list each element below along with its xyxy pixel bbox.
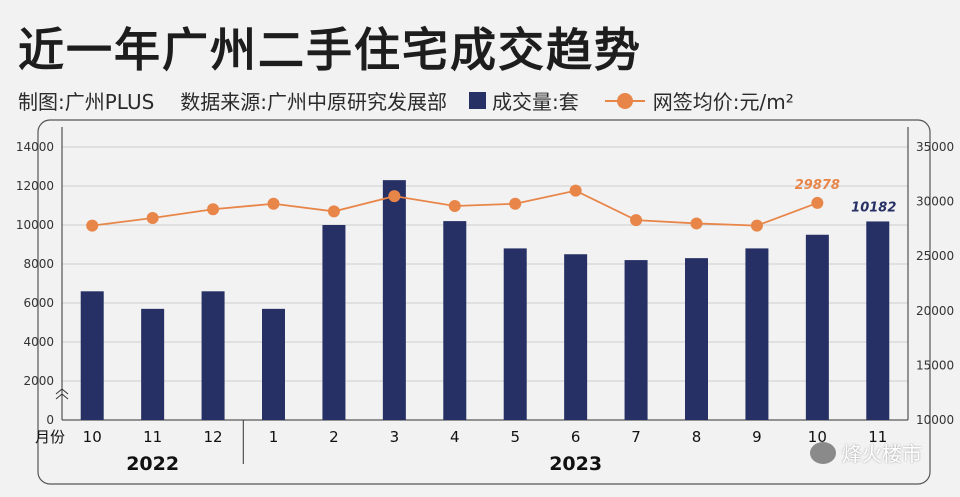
price-point [569,184,582,197]
bar [262,308,285,420]
legend-bar-swatch [469,92,487,109]
bar [503,248,527,420]
source-text: 数据来源:广州中原研究发展部 [180,90,448,114]
y-right-tick-label: 30000 [916,195,954,209]
legend-bar-label: 成交量:套 [492,90,579,114]
x-axis-prefix: 月份 [35,428,65,446]
x-tick-label: 12 [204,428,223,446]
subtitle-row: 制图:广州PLUS 数据来源:广州中原研究发展部 成交量:套 网签均价:元/m² [18,86,948,115]
bar [322,225,346,420]
price-point [811,196,824,209]
volume-data-label: 10182 [851,200,896,215]
y-left-tick-label: 4000 [23,335,54,349]
axis-break-mark [55,388,69,400]
bar [745,248,769,420]
chart-frame [37,119,931,485]
bar [624,260,648,420]
x-tick-label: 7 [631,428,641,446]
bar [685,258,708,420]
bar [201,291,225,420]
y-left-tick-label: 6000 [23,296,54,310]
bar [866,221,890,420]
y-right-tick-label: 35000 [916,140,954,154]
y-right-tick-label: 15000 [916,358,954,372]
x-tick-label: 8 [692,428,702,446]
bar [141,308,165,420]
year-label: 2022 [126,453,179,475]
bar [382,180,406,420]
legend-line-marker [604,92,645,109]
x-tick-label: 11 [868,428,887,446]
y-left-tick-label: 8000 [23,257,54,271]
price-point [327,205,340,218]
price-data-label: 29878 [795,178,840,193]
bar [80,291,104,420]
x-tick-label: 6 [571,428,581,446]
x-tick-label: 1 [269,428,279,446]
watermark-text: 烽火楼市 [842,442,922,466]
price-point [388,190,401,203]
x-tick-label: 10 [83,428,102,446]
price-point [448,199,461,212]
price-point [750,219,763,232]
y-right-tick-label: 10000 [916,413,954,427]
legend-bar-entry: 成交量:套 [469,86,579,115]
credit-text: 制图:广州PLUS [18,90,155,114]
y-left-tick-label: 12000 [16,179,54,193]
y-left-tick-label: 14000 [16,140,54,154]
wechat-icon [810,441,836,464]
bar [805,234,829,420]
year-label: 2023 [549,453,602,475]
y-left-tick-label: 0 [46,413,54,427]
price-point [509,197,522,210]
price-point [690,217,703,230]
bar [443,221,467,420]
x-tick-label: 5 [510,428,520,446]
price-point [267,197,280,210]
price-point [630,214,643,227]
price-point [86,219,99,232]
price-point [207,203,220,216]
price-point [146,211,159,224]
x-tick-label: 9 [752,428,762,446]
x-tick-label: 2 [329,428,339,446]
y-left-tick-label: 2000 [23,374,54,388]
x-tick-label: 3 [390,428,400,446]
y-right-tick-label: 25000 [916,249,954,263]
chart-title: 近一年广州二手住宅成交趋势 [18,23,642,77]
bar [564,254,588,420]
x-tick-label: 11 [143,428,162,446]
watermark: 烽火楼市 [810,438,922,467]
y-right-tick-label: 20000 [916,304,954,318]
x-tick-label: 4 [450,428,460,446]
legend-line-entry: 网签均价:元/m² [604,86,794,115]
legend-line-label: 网签均价:元/m² [652,90,794,114]
y-left-tick-label: 10000 [16,218,54,232]
